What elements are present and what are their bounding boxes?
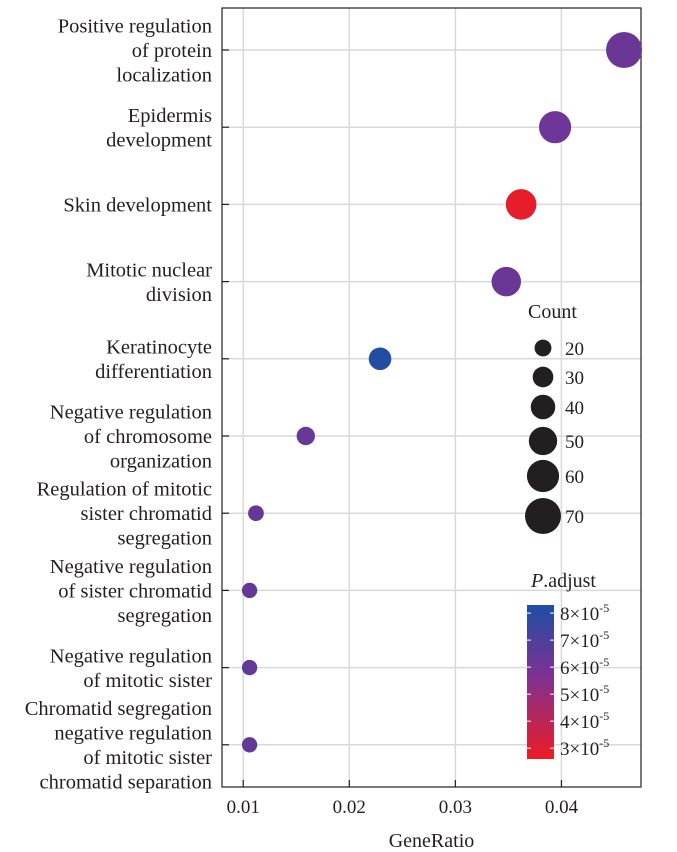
size-legend-circle (524, 497, 562, 535)
category-label-line: Epidermis (128, 105, 212, 127)
color-legend-label: 4×10-5 (560, 709, 609, 733)
size-legend-circle (526, 459, 560, 493)
size-legend-label: 40 (565, 398, 584, 419)
grid-lines (222, 8, 641, 787)
data-point (606, 31, 643, 69)
color-legend-exponent: -5 (599, 601, 609, 615)
category-label-line: of protein (132, 40, 212, 62)
x-tick-label: 0.02 (333, 797, 366, 818)
category-label-line: Negative regulation (50, 645, 212, 667)
color-legend-label: 7×10-5 (560, 628, 609, 652)
size-legend-label: 50 (565, 432, 584, 453)
category-label-line: development (106, 129, 212, 151)
data-point (241, 737, 258, 753)
color-legend-mantissa: 3 (560, 739, 570, 760)
category-label-line: Negative regulation (50, 402, 212, 424)
category-label-line: sister chromatid (80, 503, 212, 525)
color-legend-title-italic: P (530, 570, 543, 592)
color-legend-mantissa: 8 (560, 604, 570, 625)
color-legend-mantissa: 7 (560, 631, 570, 652)
color-legend-times: ×10 (570, 631, 600, 652)
color-legend-exponent: -5 (599, 628, 609, 642)
category-label-line: segregation (118, 528, 213, 550)
color-legend-times: ×10 (570, 658, 600, 679)
data-point (241, 582, 258, 599)
category-label-line: localization (116, 65, 212, 87)
size-legend-title: Count (528, 301, 577, 323)
data-point (538, 111, 572, 144)
category-label-line: of chromosome (84, 426, 212, 448)
color-legend-times: ×10 (570, 604, 600, 625)
category-label-line: division (146, 284, 212, 306)
color-legend-exponent: -5 (599, 682, 609, 696)
color-legend-label: 5×10-5 (560, 682, 609, 706)
color-bar (527, 605, 554, 759)
data-point (248, 505, 264, 522)
size-legend-label: 30 (565, 368, 584, 389)
category-label-line: Keratinocyte (106, 337, 212, 359)
color-legend-label: 6×10-5 (560, 655, 609, 679)
category-label-line: Regulation of mitotic (37, 479, 212, 501)
data-points (241, 31, 643, 753)
plot-frame (221, 7, 642, 788)
x-tick-label: 0.01 (227, 797, 260, 818)
category-label-line: Positive regulation (58, 16, 212, 38)
x-axis-title: GeneRatio (389, 830, 475, 852)
category-label-line: organization (110, 451, 212, 473)
x-axis-ticks: 0.01 0.02 0.03 0.04 (227, 780, 579, 818)
color-legend-times: ×10 (570, 685, 600, 706)
x-tick-label: 0.04 (545, 797, 579, 818)
size-legend: Count 20 30 40 50 60 70 (524, 301, 584, 535)
color-legend-exponent: -5 (599, 736, 609, 750)
size-legend-circle (532, 366, 554, 388)
data-point (296, 426, 315, 446)
category-label-line: Mitotic nuclear (86, 259, 212, 281)
color-legend-mantissa: 4 (560, 712, 570, 733)
color-legend-label: 8×10-5 (560, 601, 609, 625)
category-label-line: segregation (118, 605, 213, 627)
size-legend-circle (534, 339, 552, 357)
category-label-line: of mitotic sister (83, 747, 212, 769)
color-legend-mantissa: 6 (560, 658, 570, 679)
size-legend-label: 70 (565, 507, 584, 528)
data-point (368, 347, 392, 371)
data-point (241, 659, 258, 676)
color-legend: P.adjust 8×10-57×10-56×10-55×10-54×10-53… (527, 570, 609, 760)
category-label-line: of mitotic sister (83, 670, 212, 692)
color-legend-exponent: -5 (599, 709, 609, 723)
color-legend-title: P.adjust (530, 570, 596, 592)
size-legend-circle (530, 394, 556, 420)
size-legend-label: 20 (565, 339, 584, 360)
data-point (505, 189, 537, 220)
category-label-line: chromatid separation (40, 772, 212, 794)
x-tick-label: 0.03 (439, 797, 472, 818)
category-label-line: Skin development (63, 194, 212, 216)
color-legend-times: ×10 (570, 712, 600, 733)
color-legend-exponent: -5 (599, 655, 609, 669)
category-label-line: negative regulation (54, 723, 212, 745)
category-label-line: differentiation (95, 361, 212, 383)
color-legend-mantissa: 5 (560, 685, 570, 706)
color-legend-title-rest: .adjust (543, 570, 596, 592)
color-legend-label: 3×10-5 (560, 736, 609, 760)
size-legend-label: 60 (565, 467, 584, 488)
color-legend-times: ×10 (570, 739, 600, 760)
category-label-line: Chromatid segregation (25, 698, 212, 720)
y-axis-ticks (222, 49, 229, 746)
size-legend-circle (528, 426, 558, 456)
category-label-line: Negative regulation (50, 556, 212, 578)
data-point (491, 266, 522, 297)
category-label-line: of sister chromatid (58, 580, 212, 602)
